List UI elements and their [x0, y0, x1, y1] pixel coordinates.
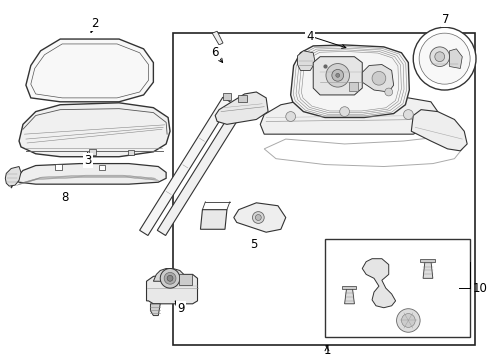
- Polygon shape: [212, 31, 223, 45]
- Text: 7: 7: [442, 13, 449, 26]
- Circle shape: [255, 215, 261, 220]
- Circle shape: [413, 27, 476, 90]
- Polygon shape: [313, 57, 362, 95]
- Polygon shape: [362, 64, 393, 92]
- Circle shape: [332, 69, 343, 81]
- FancyBboxPatch shape: [128, 150, 134, 155]
- FancyBboxPatch shape: [55, 164, 62, 170]
- Polygon shape: [147, 274, 197, 304]
- Polygon shape: [153, 269, 186, 281]
- Text: 8: 8: [61, 192, 69, 204]
- FancyBboxPatch shape: [89, 149, 96, 155]
- Polygon shape: [150, 304, 160, 316]
- Polygon shape: [423, 261, 433, 278]
- Text: 1: 1: [323, 345, 331, 357]
- Circle shape: [252, 212, 264, 224]
- Polygon shape: [297, 51, 315, 71]
- Polygon shape: [449, 49, 462, 68]
- Text: 6: 6: [211, 46, 219, 59]
- Bar: [325, 239, 470, 337]
- Text: 10: 10: [473, 282, 488, 294]
- Circle shape: [385, 88, 392, 96]
- Polygon shape: [215, 92, 268, 124]
- Polygon shape: [157, 97, 249, 235]
- Polygon shape: [11, 163, 166, 188]
- Polygon shape: [362, 259, 395, 308]
- Circle shape: [430, 47, 449, 67]
- Circle shape: [336, 73, 340, 77]
- FancyBboxPatch shape: [179, 274, 192, 285]
- FancyBboxPatch shape: [222, 94, 231, 100]
- Polygon shape: [5, 167, 21, 186]
- Circle shape: [419, 33, 470, 84]
- Circle shape: [372, 71, 386, 85]
- Circle shape: [286, 112, 295, 121]
- Bar: [173, 33, 475, 345]
- Text: 5: 5: [250, 238, 257, 252]
- Circle shape: [160, 269, 180, 288]
- Circle shape: [167, 275, 173, 281]
- Circle shape: [340, 107, 349, 117]
- Polygon shape: [200, 210, 227, 229]
- FancyBboxPatch shape: [349, 82, 358, 90]
- Polygon shape: [26, 39, 153, 102]
- Polygon shape: [420, 259, 435, 262]
- Circle shape: [401, 314, 415, 327]
- Circle shape: [326, 64, 349, 87]
- Polygon shape: [344, 288, 354, 304]
- Circle shape: [435, 52, 444, 62]
- Polygon shape: [234, 203, 286, 232]
- Text: 3: 3: [84, 154, 91, 167]
- Circle shape: [396, 309, 420, 332]
- Text: 2: 2: [91, 17, 98, 30]
- Polygon shape: [260, 95, 438, 134]
- Text: 9: 9: [177, 302, 185, 315]
- FancyBboxPatch shape: [99, 165, 105, 170]
- Circle shape: [164, 273, 176, 284]
- Polygon shape: [411, 110, 467, 151]
- Polygon shape: [19, 103, 170, 157]
- Polygon shape: [140, 97, 231, 235]
- FancyBboxPatch shape: [238, 95, 247, 102]
- Circle shape: [403, 110, 413, 120]
- Polygon shape: [291, 45, 409, 117]
- Text: 4: 4: [307, 30, 314, 42]
- Polygon shape: [342, 286, 356, 289]
